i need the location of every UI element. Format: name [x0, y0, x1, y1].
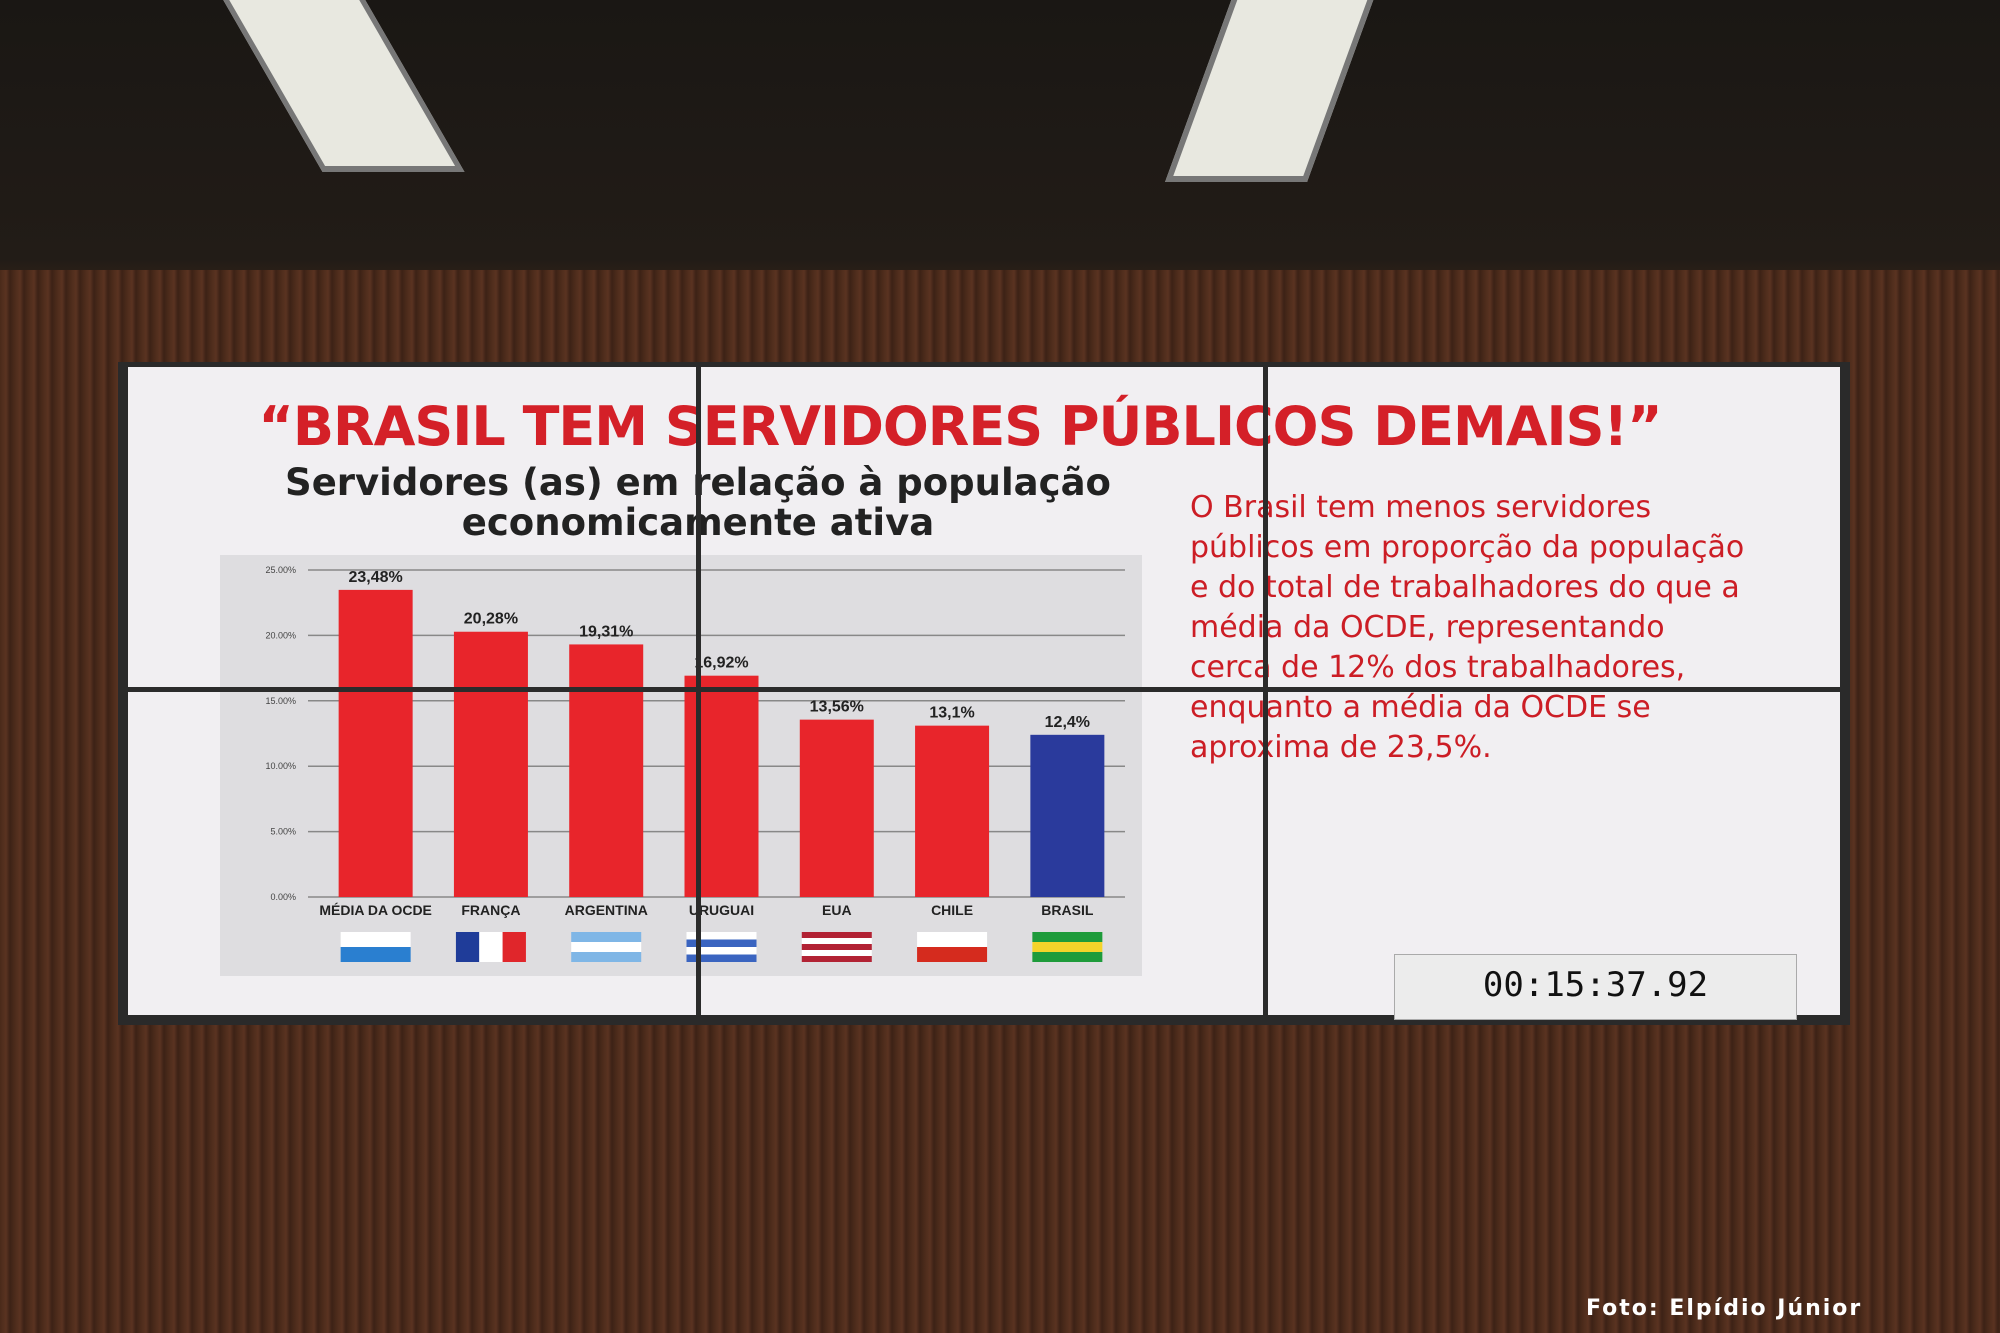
- slide-paragraph: O Brasil tem menos servidores públicos e…: [1190, 490, 1745, 765]
- flag: [571, 932, 642, 942]
- value-label: 23,48%: [349, 569, 403, 586]
- flag: [686, 954, 757, 962]
- y-tick-label: 15.00%: [265, 696, 296, 706]
- value-label: 13,56%: [810, 699, 864, 716]
- flag: [801, 932, 872, 938]
- flag: [686, 932, 757, 940]
- y-tick-label: 0.00%: [270, 892, 296, 902]
- flag: [455, 932, 480, 962]
- flag: [686, 939, 757, 947]
- x-tick-label: URUGUAI: [689, 902, 754, 918]
- y-tick-label: 5.00%: [270, 827, 296, 837]
- x-tick-label: CHILE: [931, 902, 973, 918]
- x-tick-label: ARGENTINA: [565, 902, 648, 918]
- slide-heading: “BRASIL TEM SERVIDORES PÚBLICOS DEMAIS!”: [258, 395, 1662, 458]
- bar: [453, 631, 528, 897]
- value-label: 13,1%: [929, 705, 974, 722]
- flag: [1032, 942, 1103, 952]
- bar: [799, 719, 874, 897]
- x-tick-label: MÉDIA DA OCDE: [319, 902, 432, 918]
- x-tick-label: FRANÇA: [461, 902, 520, 918]
- flag: [801, 938, 872, 944]
- flag: [479, 932, 503, 962]
- flag: [801, 944, 872, 950]
- bar: [915, 725, 990, 897]
- flag: [801, 950, 872, 956]
- timer: 00:15:37.92: [1394, 954, 1797, 1020]
- value-label: 20,28%: [464, 611, 518, 628]
- x-tick-label: EUA: [822, 902, 852, 918]
- x-tick-label: BRASIL: [1041, 902, 1094, 918]
- y-tick-label: 10.00%: [265, 761, 296, 771]
- y-tick-label: 25.00%: [265, 565, 296, 575]
- value-label: 12,4%: [1045, 714, 1090, 731]
- flag: [340, 932, 411, 947]
- flag: [502, 932, 526, 962]
- photo-credit: Foto: Elpídio Júnior: [1586, 1296, 1863, 1321]
- flag: [571, 942, 642, 952]
- flag: [1032, 932, 1103, 942]
- bar: [338, 589, 413, 897]
- bar: [1030, 734, 1105, 897]
- y-tick-label: 20.00%: [265, 630, 296, 640]
- flag: [340, 947, 411, 962]
- flag: [1032, 952, 1103, 962]
- flag: [917, 932, 988, 947]
- bar: [569, 644, 644, 897]
- flag: [686, 947, 757, 955]
- bezel-seam: [128, 687, 1840, 692]
- value-label: 16,92%: [694, 655, 748, 672]
- flag: [571, 952, 642, 962]
- flag: [917, 947, 988, 962]
- flag: [801, 956, 872, 962]
- value-label: 19,31%: [579, 623, 633, 640]
